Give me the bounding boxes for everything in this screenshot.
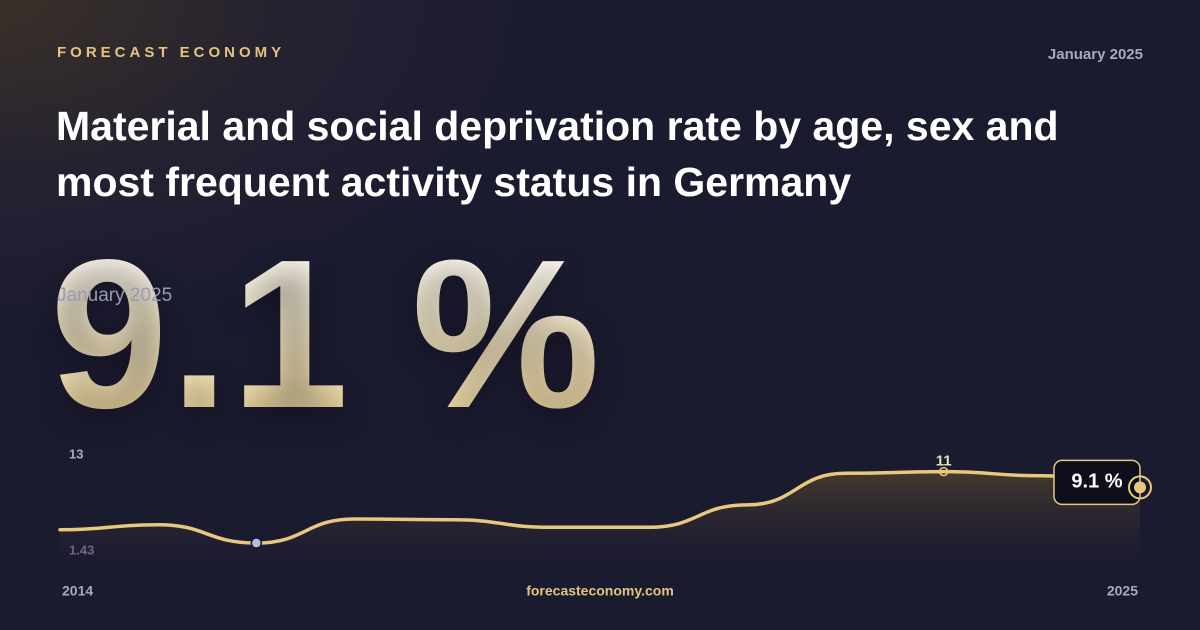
date: January 2025 bbox=[1047, 46, 1143, 63]
x-tick-label: 2014 bbox=[62, 583, 93, 599]
end-label: 9.1 % bbox=[1071, 471, 1122, 493]
x-tick-label: 2025 bbox=[1107, 583, 1138, 599]
peak-label: 11 bbox=[936, 453, 952, 470]
brand: FORECAST ECONOMY bbox=[57, 44, 286, 61]
end-point-halo bbox=[1128, 475, 1152, 500]
headline-value: 9.1 % bbox=[50, 215, 603, 452]
peak-point bbox=[938, 466, 949, 477]
min-point bbox=[250, 537, 263, 549]
line bbox=[58, 469, 1142, 545]
headline-date: January 2025 bbox=[57, 285, 173, 306]
y-tick-label: 13 bbox=[69, 446, 83, 461]
end-point bbox=[1134, 481, 1146, 494]
site: forecasteconomy.com bbox=[526, 583, 674, 599]
title: Material and social deprivation rate by … bbox=[56, 103, 1059, 205]
area-fill bbox=[60, 471, 1140, 563]
